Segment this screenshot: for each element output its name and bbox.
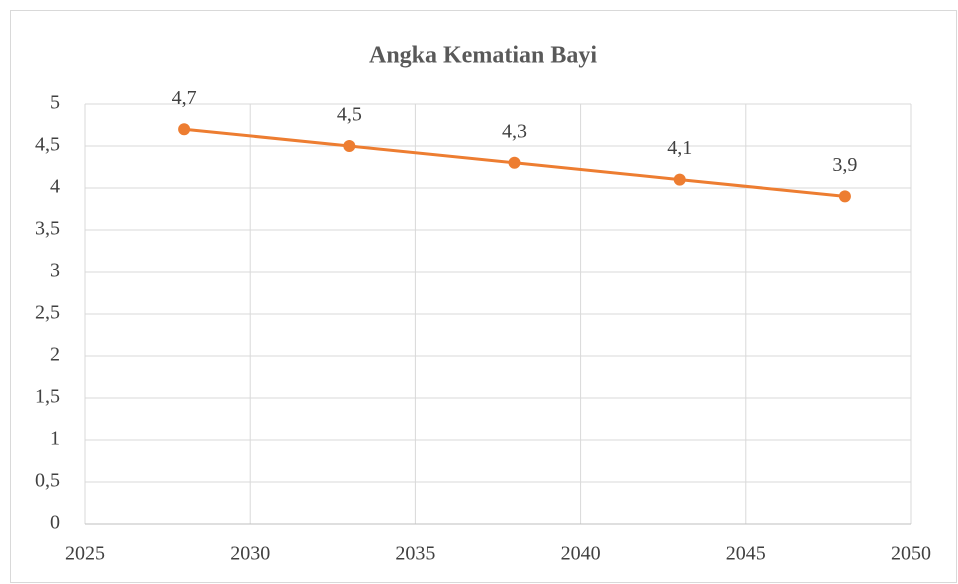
data-point xyxy=(178,123,191,136)
y-tick-label: 0 xyxy=(50,512,60,534)
y-tick-label: 4,5 xyxy=(35,134,60,156)
x-tick-label: 2025 xyxy=(65,543,105,565)
x-tick-label: 2035 xyxy=(395,543,435,565)
y-tick-label: 5 xyxy=(50,92,60,114)
y-tick-label: 2 xyxy=(50,344,60,366)
y-tick-label: 2,5 xyxy=(35,302,60,324)
chart-border xyxy=(10,10,957,583)
y-tick-label: 1 xyxy=(50,428,60,450)
y-tick-label: 3,5 xyxy=(35,218,60,240)
data-label: 4,5 xyxy=(337,104,362,126)
x-tick-label: 2045 xyxy=(726,543,766,565)
x-tick-label: 2030 xyxy=(230,543,270,565)
chart-title: Angka Kematian Bayi xyxy=(369,43,597,69)
data-label: 4,1 xyxy=(667,137,692,159)
y-tick-label: 4 xyxy=(50,176,60,198)
x-tick-label: 2040 xyxy=(561,543,601,565)
x-tick-label: 2050 xyxy=(891,543,931,565)
data-point xyxy=(343,140,356,152)
data-point xyxy=(673,173,686,186)
data-point xyxy=(508,156,521,169)
data-label: 4,3 xyxy=(502,120,527,142)
y-tick-label: 1,5 xyxy=(35,386,60,408)
data-label: 3,9 xyxy=(832,154,857,176)
data-point xyxy=(838,190,851,203)
y-tick-label: 0,5 xyxy=(35,470,60,492)
data-label: 4,7 xyxy=(172,87,197,109)
y-tick-label: 3 xyxy=(50,260,60,282)
